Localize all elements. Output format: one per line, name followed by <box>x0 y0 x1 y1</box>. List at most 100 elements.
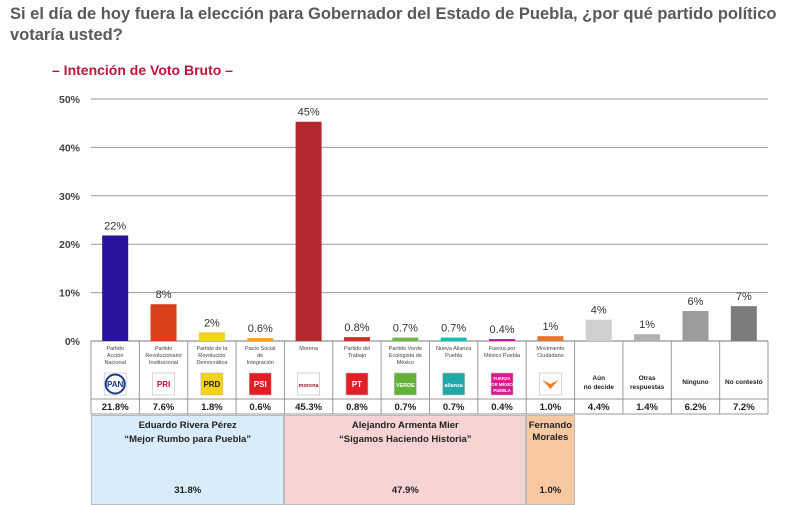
nueva-alianza-logo-icon: alianza <box>442 372 465 396</box>
svg-text:FUERZA: FUERZA <box>494 376 511 381</box>
candidate-total: 31.8% <box>174 485 202 496</box>
data-label: 45% <box>298 107 320 119</box>
category-label: Revolución <box>198 353 225 359</box>
candidate-total: 47.9% <box>391 485 419 496</box>
data-label: 22% <box>104 220 126 232</box>
bar <box>682 310 709 341</box>
svg-text:PUEBLA: PUEBLA <box>493 388 510 393</box>
category-label: no decide <box>584 384 615 391</box>
candidate-total: 1.0% <box>539 485 562 496</box>
table-value: 21.8% <box>102 402 129 413</box>
data-label: 0.8% <box>344 322 369 334</box>
pvem-logo-icon: VERDE <box>394 372 417 396</box>
category-label: Nueva Alianza <box>436 346 472 352</box>
category-label: Trabajo <box>348 353 366 359</box>
category-label: Pacto Social <box>245 346 276 352</box>
data-label: 1% <box>639 319 655 331</box>
morena-logo-icon: morena <box>297 372 320 396</box>
category-label: Puebla <box>445 353 463 359</box>
psi-logo-icon: PSI <box>248 372 272 396</box>
category-label: de <box>257 353 263 359</box>
category-label: Aún <box>592 375 605 382</box>
pri-logo-icon: PRI <box>152 372 175 396</box>
candidate-name: Alejandro Armenta Mier <box>351 420 459 431</box>
y-tick-label: 20% <box>59 239 81 251</box>
category-label: Otras <box>639 375 656 382</box>
data-label: 1% <box>542 321 558 333</box>
data-label: 6% <box>688 296 704 308</box>
table-value: 0.8% <box>346 402 368 413</box>
bar <box>295 121 322 341</box>
bar <box>634 334 661 341</box>
category-label: Integración <box>247 360 274 366</box>
bar <box>392 337 419 341</box>
y-tick-label: 0% <box>65 336 81 348</box>
data-label: 4% <box>591 305 607 317</box>
svg-text:PAN: PAN <box>107 380 124 389</box>
candidate-box: Alejandro Armenta Mier “Sigamos Haciendo … <box>284 415 527 505</box>
table-value: 7.6% <box>153 402 175 413</box>
category-label: Ecologista de <box>389 353 422 359</box>
category-label: No contestó <box>725 379 763 386</box>
bar <box>537 336 564 341</box>
bar <box>102 235 129 341</box>
category-label: Acción <box>107 353 124 359</box>
candidate-name: Eduardo Rivera Pérez <box>138 420 237 431</box>
chart-subtitle: – Intención de Voto Bruto – <box>52 62 233 78</box>
table-value: 0.4% <box>491 402 513 413</box>
bar <box>489 339 516 341</box>
data-label: 0.6% <box>248 323 273 335</box>
y-tick-label: 40% <box>59 142 81 154</box>
category-label: Ninguno <box>682 379 708 386</box>
mc-logo-icon <box>539 372 562 396</box>
category-label: Ciudadano <box>537 353 564 359</box>
category-label: Democrática <box>196 360 228 366</box>
category-label: Nacional <box>104 360 125 366</box>
category-label: México Puebla <box>484 353 521 359</box>
data-label: 7% <box>736 291 752 303</box>
table-value: 4.4% <box>588 402 610 413</box>
category-label: Partido <box>155 346 172 352</box>
svg-text:PT: PT <box>352 380 362 389</box>
table-value: 0.6% <box>249 402 271 413</box>
svg-text:alianza: alianza <box>445 383 464 389</box>
chart-title: Si el día de hoy fuera la elección para … <box>10 5 777 44</box>
table-value: 0.7% <box>394 402 416 413</box>
table-value: 7.2% <box>733 402 755 413</box>
data-label: 2% <box>204 317 220 329</box>
table-value: 45.3% <box>295 402 322 413</box>
category-label: Partido <box>106 346 123 352</box>
data-label: 0.7% <box>441 323 466 335</box>
pan-logo-icon: PAN <box>103 372 127 396</box>
category-label: Revolucionario <box>145 353 181 359</box>
y-tick-label: 30% <box>59 191 81 203</box>
category-label: Morena <box>299 346 319 352</box>
candidate-slogan: “Sigamos Haciendo Historia” <box>339 434 472 445</box>
svg-text:POR MÉXICO: POR MÉXICO <box>489 382 516 387</box>
category-label: Fuerza por <box>489 346 516 352</box>
svg-text:PRD: PRD <box>203 380 220 389</box>
svg-text:VERDE: VERDE <box>396 383 415 389</box>
category-label: Partido Verde <box>389 346 422 352</box>
bar <box>730 306 757 341</box>
candidate-box: Eduardo Rivera Pérez “Mejor Rumbo para Pu… <box>91 415 285 505</box>
bar <box>440 337 467 341</box>
category-label: Partido de la <box>196 346 228 352</box>
pt-logo-icon: PT <box>345 372 369 396</box>
table-value: 1.4% <box>636 402 658 413</box>
data-label: 8% <box>156 289 172 301</box>
candidate-slogan: “Mejor Rumbo para Puebla” <box>124 434 252 445</box>
svg-text:PSI: PSI <box>254 380 267 389</box>
bar <box>343 337 370 341</box>
category-label: Institucional <box>149 360 178 366</box>
svg-text:morena: morena <box>299 383 320 389</box>
data-label: 0.7% <box>393 323 418 335</box>
category-label: Movimiento <box>536 346 564 352</box>
table-value: 1.8% <box>201 402 223 413</box>
bar <box>247 338 274 341</box>
bar <box>585 319 612 341</box>
y-tick-label: 50% <box>59 94 81 106</box>
y-tick-label: 10% <box>59 288 81 300</box>
